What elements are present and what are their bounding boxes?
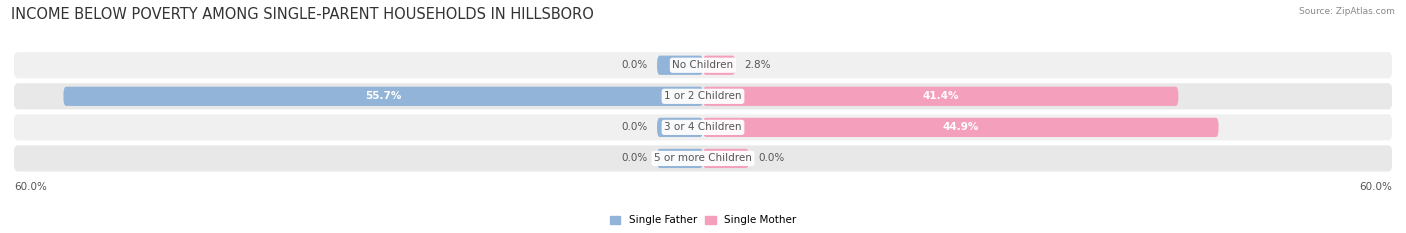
Text: 60.0%: 60.0%	[14, 182, 46, 192]
Text: 0.0%: 0.0%	[758, 154, 785, 163]
Text: 5 or more Children: 5 or more Children	[654, 154, 752, 163]
FancyBboxPatch shape	[657, 56, 703, 75]
Text: 1 or 2 Children: 1 or 2 Children	[664, 91, 742, 101]
FancyBboxPatch shape	[14, 114, 1392, 140]
FancyBboxPatch shape	[657, 149, 703, 168]
Text: 0.0%: 0.0%	[621, 122, 648, 132]
FancyBboxPatch shape	[14, 83, 1392, 109]
Text: 0.0%: 0.0%	[621, 60, 648, 70]
Text: 41.4%: 41.4%	[922, 91, 959, 101]
FancyBboxPatch shape	[703, 149, 749, 168]
Text: 3 or 4 Children: 3 or 4 Children	[664, 122, 742, 132]
Text: Source: ZipAtlas.com: Source: ZipAtlas.com	[1299, 7, 1395, 16]
FancyBboxPatch shape	[703, 118, 1219, 137]
Text: 60.0%: 60.0%	[1360, 182, 1392, 192]
FancyBboxPatch shape	[703, 56, 735, 75]
Text: INCOME BELOW POVERTY AMONG SINGLE-PARENT HOUSEHOLDS IN HILLSBORO: INCOME BELOW POVERTY AMONG SINGLE-PARENT…	[11, 7, 595, 22]
Text: 2.8%: 2.8%	[744, 60, 770, 70]
Text: No Children: No Children	[672, 60, 734, 70]
FancyBboxPatch shape	[657, 118, 703, 137]
FancyBboxPatch shape	[63, 87, 703, 106]
Legend: Single Father, Single Mother: Single Father, Single Mother	[606, 211, 800, 230]
Text: 55.7%: 55.7%	[366, 91, 401, 101]
Text: 44.9%: 44.9%	[942, 122, 979, 132]
FancyBboxPatch shape	[14, 52, 1392, 78]
FancyBboxPatch shape	[703, 87, 1178, 106]
FancyBboxPatch shape	[14, 145, 1392, 171]
Text: 0.0%: 0.0%	[621, 154, 648, 163]
